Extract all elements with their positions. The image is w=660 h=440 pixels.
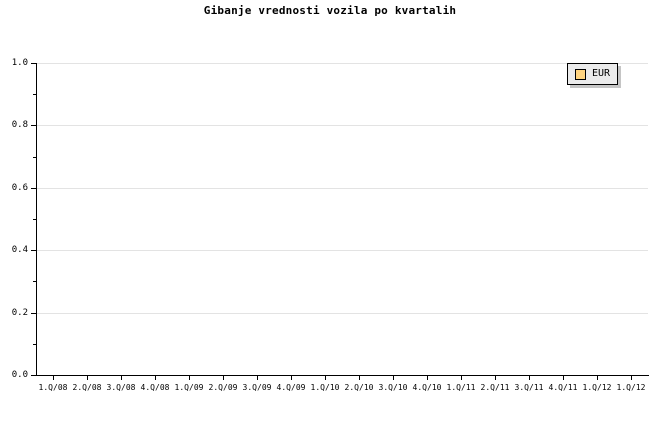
x-axis-line <box>36 375 649 376</box>
x-axis-tick <box>631 376 632 380</box>
x-axis-tick <box>189 376 190 380</box>
x-axis-tick-label: 2.Q/10 <box>344 383 374 392</box>
chart-legend[interactable]: EUR <box>567 63 619 85</box>
y-axis-tick <box>31 250 36 252</box>
x-axis-tick <box>359 376 360 380</box>
gridline <box>36 187 648 189</box>
gridline <box>36 250 648 252</box>
y-axis-minor-tick <box>33 343 36 345</box>
y-axis-minor-tick <box>33 281 36 283</box>
x-axis-tick-label: 3.Q/11 <box>514 383 544 392</box>
x-axis-tick-label: 1.Q/12 <box>582 383 612 392</box>
x-axis-tick <box>393 376 394 380</box>
x-axis-tick-label: 4.Q/09 <box>276 383 306 392</box>
x-axis-tick <box>155 376 156 380</box>
x-axis-tick <box>121 376 122 380</box>
legend-swatch-eur <box>575 68 586 80</box>
gridline <box>36 125 648 127</box>
x-axis-tick <box>223 376 224 380</box>
x-axis-tick-label: 1.Q/08 <box>38 383 68 392</box>
x-axis-tick <box>427 376 428 380</box>
x-axis-tick-label: 1.Q/10 <box>310 383 340 392</box>
y-axis-minor-tick <box>33 219 36 220</box>
y-axis-tick-label: 0.8 <box>11 120 28 131</box>
y-axis-tick <box>31 187 36 189</box>
x-axis-tick-label: 1.Q/12 <box>616 383 646 392</box>
y-axis-tick-label: 0.0 <box>11 370 28 380</box>
x-axis-tick <box>563 376 564 380</box>
y-axis-tick-label: 0.6 <box>11 182 28 193</box>
x-axis-tick-label: 1.Q/11 <box>446 383 476 392</box>
y-axis-tick <box>31 375 36 376</box>
chart-title: Gibanje vrednosti vozila po kvartalih <box>203 4 457 17</box>
x-axis-tick-label: 4.Q/10 <box>412 383 442 392</box>
gridline <box>36 63 648 64</box>
y-axis-minor-tick <box>33 94 36 96</box>
x-axis-tick <box>461 376 462 380</box>
x-axis-tick <box>257 376 258 380</box>
y-axis-minor-tick <box>33 156 36 158</box>
x-axis-tick <box>529 376 530 380</box>
x-axis-tick <box>53 376 54 380</box>
x-axis-tick-label: 3.Q/10 <box>378 383 408 392</box>
gridline <box>36 312 648 314</box>
x-axis-tick-label: 4.Q/11 <box>548 383 578 392</box>
x-axis-tick-label: 1.Q/09 <box>174 383 204 392</box>
y-axis-line <box>36 63 37 376</box>
x-axis-tick-label: 3.Q/08 <box>106 383 136 392</box>
y-axis-tick-label: 1.0 <box>11 58 28 68</box>
x-axis-tick <box>597 376 598 380</box>
x-axis-tick-label: 2.Q/08 <box>72 383 102 392</box>
y-axis-tick-label: 0.2 <box>11 307 28 318</box>
x-axis-tick-label: 4.Q/08 <box>140 383 170 392</box>
y-axis-tick-label: 0.4 <box>11 245 28 256</box>
x-axis-tick <box>325 376 326 380</box>
y-axis-tick <box>31 125 36 127</box>
y-axis-tick <box>31 63 36 64</box>
x-axis-tick <box>495 376 496 380</box>
x-axis-tick-label: 2.Q/09 <box>208 383 238 392</box>
x-axis-tick-label: 2.Q/11 <box>480 383 510 392</box>
x-axis-tick <box>87 376 88 380</box>
legend-label-eur: EUR <box>592 68 611 79</box>
plot-area <box>36 63 648 375</box>
x-axis-tick-label: 3.Q/09 <box>242 383 272 392</box>
x-axis-tick <box>291 376 292 380</box>
y-axis-tick <box>31 312 36 314</box>
